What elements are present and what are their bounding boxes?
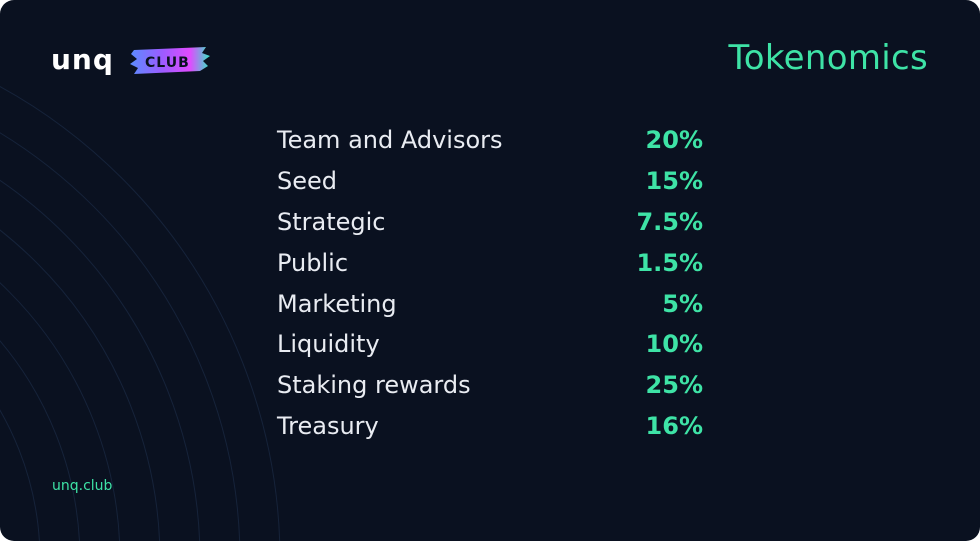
- allocation-value: 15%: [645, 167, 703, 196]
- logo-badge-text: CLUB: [145, 55, 190, 71]
- allocation-value: 7.5%: [636, 207, 703, 236]
- allocation-row: Strategic 7.5%: [277, 202, 703, 243]
- allocation-value: 16%: [645, 411, 703, 440]
- allocation-row: Public 1.5%: [277, 242, 703, 283]
- allocation-label: Seed: [277, 167, 337, 196]
- allocation-value: 10%: [645, 330, 703, 359]
- allocation-label: Treasury: [277, 411, 379, 440]
- allocation-value: 1.5%: [636, 248, 703, 277]
- unq-club-logo: unq CLUB: [51, 44, 210, 76]
- allocation-label: Team and Advisors: [277, 126, 503, 155]
- allocation-value: 25%: [645, 371, 703, 400]
- footer-site-link[interactable]: unq.club: [52, 478, 113, 494]
- allocation-row: Liquidity 10%: [277, 324, 703, 365]
- allocation-row: Seed 15%: [277, 161, 703, 202]
- allocation-table: Team and Advisors 20% Seed 15% Strategic…: [277, 120, 703, 446]
- allocation-row: Team and Advisors 20%: [277, 120, 703, 161]
- allocation-label: Public: [277, 248, 349, 277]
- allocation-label: Staking rewards: [277, 371, 471, 400]
- allocation-label: Marketing: [277, 289, 397, 318]
- allocation-row: Marketing 5%: [277, 283, 703, 324]
- page-title: Tokenomics: [728, 38, 928, 78]
- allocation-row: Staking rewards 25%: [277, 365, 703, 406]
- allocation-value: 5%: [662, 289, 703, 318]
- logo-word: unq: [51, 44, 114, 76]
- allocation-label: Liquidity: [277, 330, 380, 359]
- allocation-value: 20%: [645, 126, 703, 155]
- allocation-row: Treasury 16%: [277, 406, 703, 447]
- allocation-label: Strategic: [277, 207, 386, 236]
